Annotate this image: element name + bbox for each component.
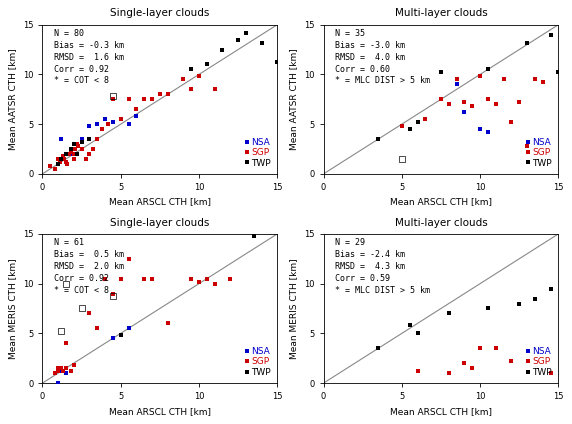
Title: Multi-layer clouds: Multi-layer clouds [395,8,487,18]
Legend: NSA, SGP, TWP: NSA, SGP, TWP [525,345,554,379]
Title: Single-layer clouds: Single-layer clouds [110,8,209,18]
Text: N = 29
Bias = -2.4 km
RMSD =  4.3 km
Corr = 0.59
* = MLC DIST > 5 km: N = 29 Bias = -2.4 km RMSD = 4.3 km Corr… [335,238,430,295]
Y-axis label: Mean AATSR CTH [km]: Mean AATSR CTH [km] [9,48,17,150]
Text: N = 61
Bias =  0.5 km
RMSD =  2.0 km
Corr = 0.92
* = COT < 8: N = 61 Bias = 0.5 km RMSD = 2.0 km Corr … [54,238,124,295]
X-axis label: Mean ARSCL CTH [km]: Mean ARSCL CTH [km] [390,407,492,416]
Y-axis label: Mean MERIS CTH [km]: Mean MERIS CTH [km] [9,258,17,359]
Text: N = 80
Bias = -0.3 km
RMSD =  1.6 km
Corr = 0.92
* = COT < 8: N = 80 Bias = -0.3 km RMSD = 1.6 km Corr… [54,29,124,85]
X-axis label: Mean ARSCL CTH [km]: Mean ARSCL CTH [km] [109,407,211,416]
Title: Single-layer clouds: Single-layer clouds [110,218,209,228]
Text: N = 35
Bias = -3.0 km
RMSD =  4.0 km
Corr = 0.60
* = MLC DIST > 5 km: N = 35 Bias = -3.0 km RMSD = 4.0 km Corr… [335,29,430,85]
Y-axis label: Mean AATSR CTH [km]: Mean AATSR CTH [km] [289,48,299,150]
X-axis label: Mean ARSCL CTH [km]: Mean ARSCL CTH [km] [390,198,492,206]
Legend: NSA, SGP, TWP: NSA, SGP, TWP [243,345,273,379]
Title: Multi-layer clouds: Multi-layer clouds [395,218,487,228]
X-axis label: Mean ARSCL CTH [km]: Mean ARSCL CTH [km] [109,198,211,206]
Legend: NSA, SGP, TWP: NSA, SGP, TWP [525,136,554,169]
Legend: NSA, SGP, TWP: NSA, SGP, TWP [243,136,273,169]
Y-axis label: Mean MERIS CTH [km]: Mean MERIS CTH [km] [289,258,299,359]
